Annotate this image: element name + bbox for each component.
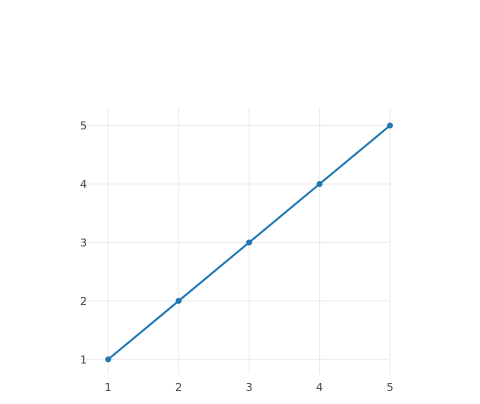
y-axis-ticks: 1 2 3 4 5 <box>80 120 87 367</box>
x-tick-label: 1 <box>105 381 112 394</box>
x-tick-label: 2 <box>175 381 182 394</box>
x-axis-ticks: 1 2 3 4 5 <box>105 381 394 394</box>
data-point <box>316 181 323 187</box>
x-tick-label: 5 <box>387 381 394 394</box>
y-tick-label: 2 <box>80 295 87 308</box>
data-point <box>246 239 253 246</box>
y-tick-label: 4 <box>80 178 87 191</box>
data-point <box>105 356 112 363</box>
data-point <box>387 122 393 129</box>
y-tick-label: 5 <box>80 120 87 133</box>
x-tick-label: 3 <box>246 381 253 394</box>
y-tick-label: 3 <box>80 236 87 249</box>
data-point <box>175 297 182 304</box>
points-layer <box>105 122 393 363</box>
y-tick-label: 1 <box>80 353 87 366</box>
grid-layer <box>80 108 391 374</box>
x-tick-label: 4 <box>316 381 323 394</box>
